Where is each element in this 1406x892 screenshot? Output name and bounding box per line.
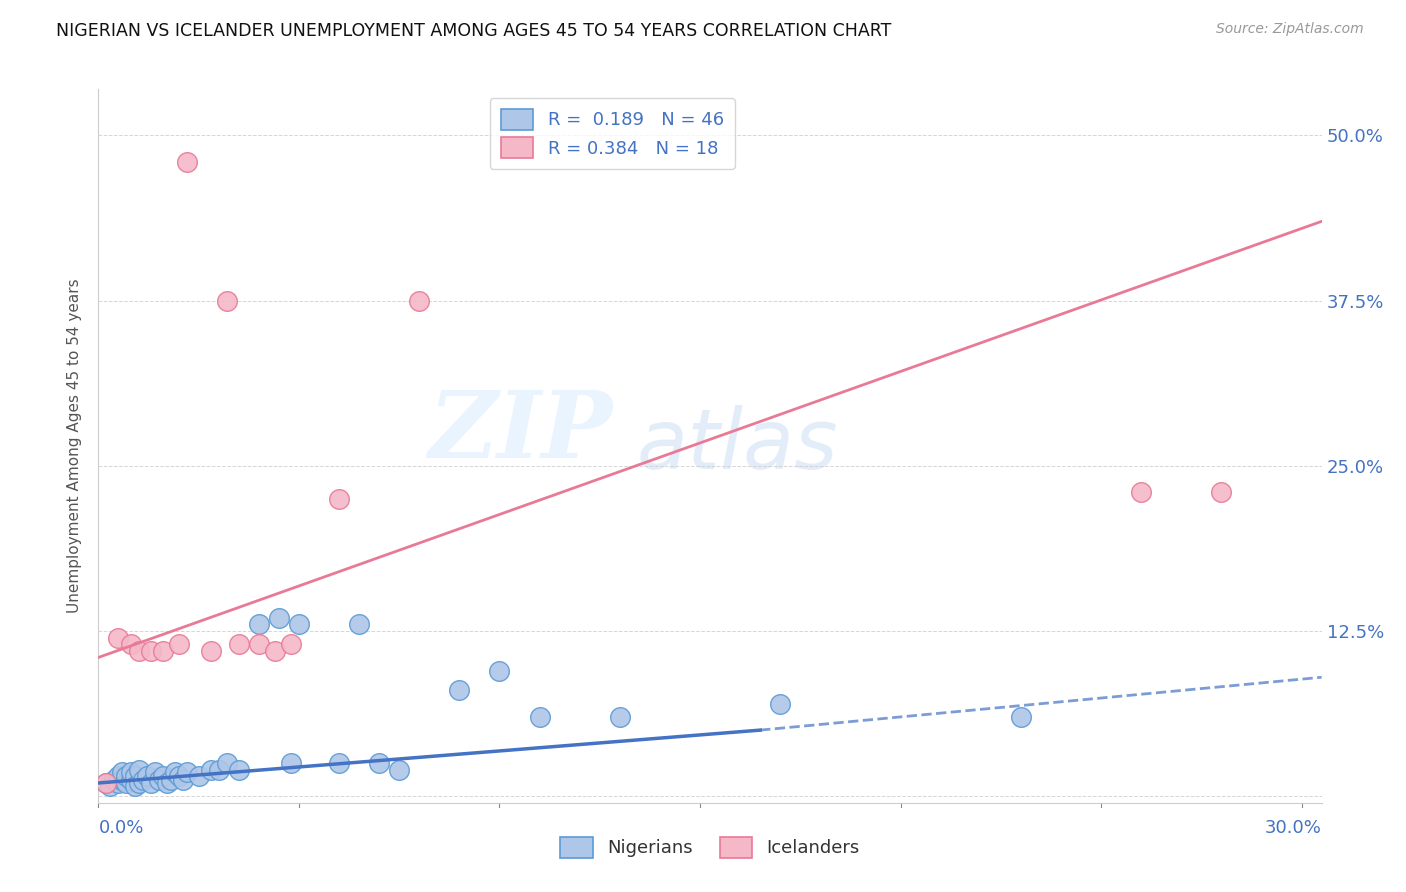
Point — [200, 644, 222, 658]
Point — [167, 769, 190, 783]
Point — [111, 773, 134, 788]
Point — [128, 644, 150, 658]
Point — [769, 697, 792, 711]
Point — [131, 773, 153, 788]
Point — [155, 776, 177, 790]
Point — [120, 765, 142, 780]
Point — [115, 769, 138, 783]
Point — [135, 769, 157, 783]
Text: NIGERIAN VS ICELANDER UNEMPLOYMENT AMONG AGES 45 TO 54 YEARS CORRELATION CHART: NIGERIAN VS ICELANDER UNEMPLOYMENT AMONG… — [56, 22, 891, 40]
Point — [228, 637, 250, 651]
Point — [124, 779, 146, 793]
Point — [187, 769, 209, 783]
Point — [328, 756, 350, 771]
Point — [139, 776, 162, 790]
Text: 0.0%: 0.0% — [98, 819, 143, 837]
Point — [96, 776, 118, 790]
Point — [148, 773, 170, 788]
Point — [120, 637, 142, 651]
Point — [115, 776, 138, 790]
Point — [328, 491, 350, 506]
Point — [408, 293, 430, 308]
Point — [208, 763, 231, 777]
Text: atlas: atlas — [637, 406, 838, 486]
Text: 30.0%: 30.0% — [1265, 819, 1322, 837]
Point — [280, 756, 302, 771]
Point — [120, 773, 142, 788]
Point — [215, 293, 238, 308]
Point — [267, 611, 290, 625]
Point — [288, 617, 311, 632]
Y-axis label: Unemployment Among Ages 45 to 54 years: Unemployment Among Ages 45 to 54 years — [67, 278, 83, 614]
Point — [176, 765, 198, 780]
Point — [163, 765, 186, 780]
Point — [388, 763, 411, 777]
Point — [228, 763, 250, 777]
Text: Source: ZipAtlas.com: Source: ZipAtlas.com — [1216, 22, 1364, 37]
Point — [609, 710, 631, 724]
Point — [107, 631, 129, 645]
Point — [128, 763, 150, 777]
Point — [103, 773, 125, 788]
Point — [247, 617, 270, 632]
Point — [167, 637, 190, 651]
Point — [368, 756, 391, 771]
Point — [128, 776, 150, 790]
Point — [264, 644, 287, 658]
Text: ZIP: ZIP — [427, 387, 612, 476]
Point — [172, 773, 194, 788]
Point — [107, 776, 129, 790]
Point — [280, 637, 302, 651]
Point — [96, 776, 118, 790]
Point — [143, 765, 166, 780]
Point — [1211, 485, 1233, 500]
Point — [139, 644, 162, 658]
Point — [215, 756, 238, 771]
Point — [152, 644, 174, 658]
Point — [1130, 485, 1153, 500]
Point — [124, 769, 146, 783]
Point — [107, 769, 129, 783]
Point — [529, 710, 551, 724]
Point — [111, 765, 134, 780]
Point — [347, 617, 370, 632]
Point — [152, 769, 174, 783]
Point — [1010, 710, 1032, 724]
Point — [449, 683, 471, 698]
Point — [488, 664, 510, 678]
Point — [159, 773, 181, 788]
Point — [100, 779, 122, 793]
Point — [247, 637, 270, 651]
Point — [176, 154, 198, 169]
Point — [200, 763, 222, 777]
Legend: Nigerians, Icelanders: Nigerians, Icelanders — [553, 830, 868, 865]
